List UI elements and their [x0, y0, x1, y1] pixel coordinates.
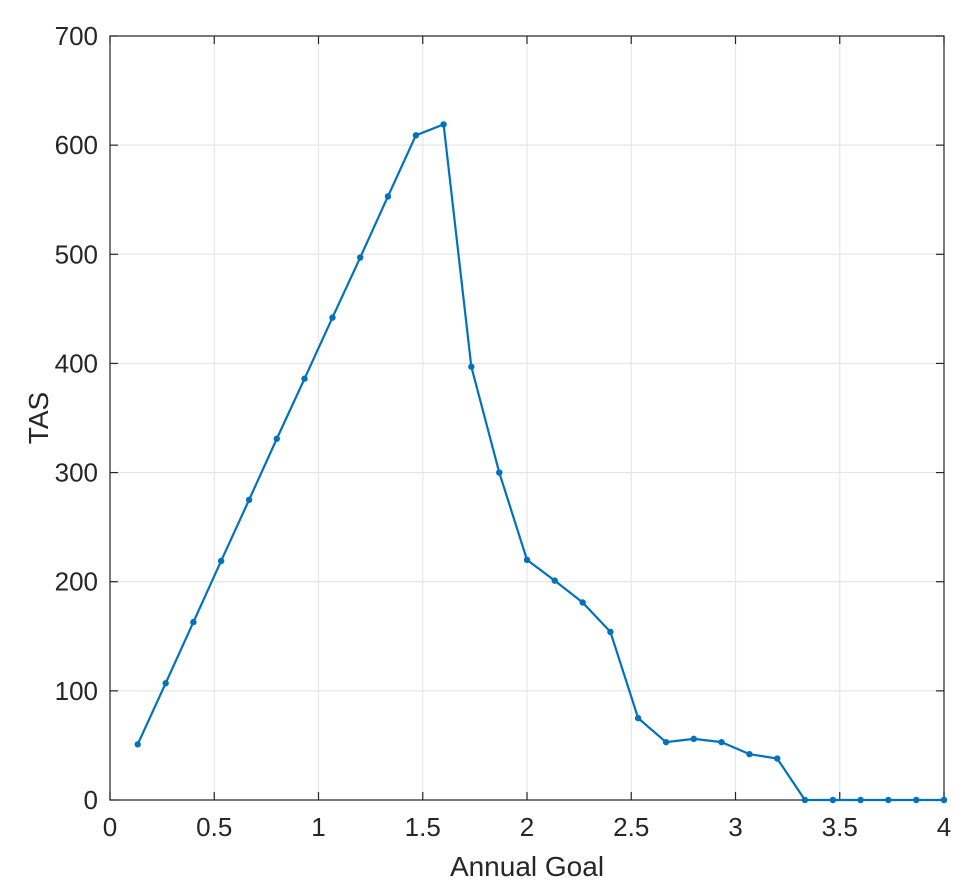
data-point: [579, 599, 586, 606]
x-tick-label: 1: [311, 812, 325, 842]
data-point: [162, 680, 169, 687]
data-point: [746, 750, 753, 758]
data-point: [607, 628, 614, 636]
data-point: [440, 121, 447, 128]
x-tick-label: 3: [728, 812, 742, 842]
y-tick-label: 200: [55, 567, 98, 597]
x-tick-label: 4: [937, 812, 951, 842]
x-tick-label: 1.5: [405, 812, 441, 842]
data-point: [468, 363, 475, 370]
data-point: [551, 577, 558, 584]
data-point: [913, 796, 920, 804]
data-point: [801, 796, 809, 804]
y-tick-label: 500: [55, 239, 98, 269]
data-point: [329, 314, 336, 321]
data-point: [190, 618, 197, 626]
data-point: [357, 254, 364, 261]
data-point: [634, 714, 642, 722]
data-point: [245, 496, 253, 504]
x-axis-title: Annual Goal: [450, 851, 604, 882]
series-layer: [134, 121, 948, 804]
data-point: [496, 469, 503, 476]
data-point: [134, 741, 141, 748]
data-point: [718, 738, 725, 746]
x-tick-label: 2.5: [613, 812, 649, 842]
data-point: [412, 132, 420, 139]
y-tick-label: 600: [55, 130, 98, 160]
y-tick-label: 0: [84, 785, 98, 815]
data-point: [885, 796, 892, 804]
data-point: [384, 193, 392, 200]
data-point: [829, 796, 837, 804]
series-line: [136, 123, 944, 802]
x-axis-tick-labels: 0 0.5 1 1.5 2 2.5 3 3.5 4: [103, 812, 951, 842]
data-point: [217, 557, 225, 565]
y-axis-tick-labels: 0 100 200 300 400 500 600 700: [55, 21, 98, 815]
x-tick-label: 2: [520, 812, 534, 842]
data-point: [774, 755, 781, 762]
y-tick-label: 100: [55, 676, 98, 706]
y-axis-title: TAS: [23, 392, 54, 444]
x-tick-label: 0.5: [196, 812, 232, 842]
data-point: [301, 375, 308, 382]
grid: [109, 35, 945, 801]
data-point: [273, 435, 280, 442]
data-point: [662, 738, 670, 746]
y-tick-label: 700: [55, 21, 98, 51]
y-tick-label: 300: [55, 458, 98, 488]
x-tick-label: 0: [103, 812, 117, 842]
y-tick-label: 400: [55, 348, 98, 378]
data-point: [523, 556, 531, 564]
data-point: [690, 735, 697, 743]
x-tick-label: 3.5: [822, 812, 858, 842]
data-point: [857, 796, 864, 804]
data-point: [940, 796, 948, 804]
